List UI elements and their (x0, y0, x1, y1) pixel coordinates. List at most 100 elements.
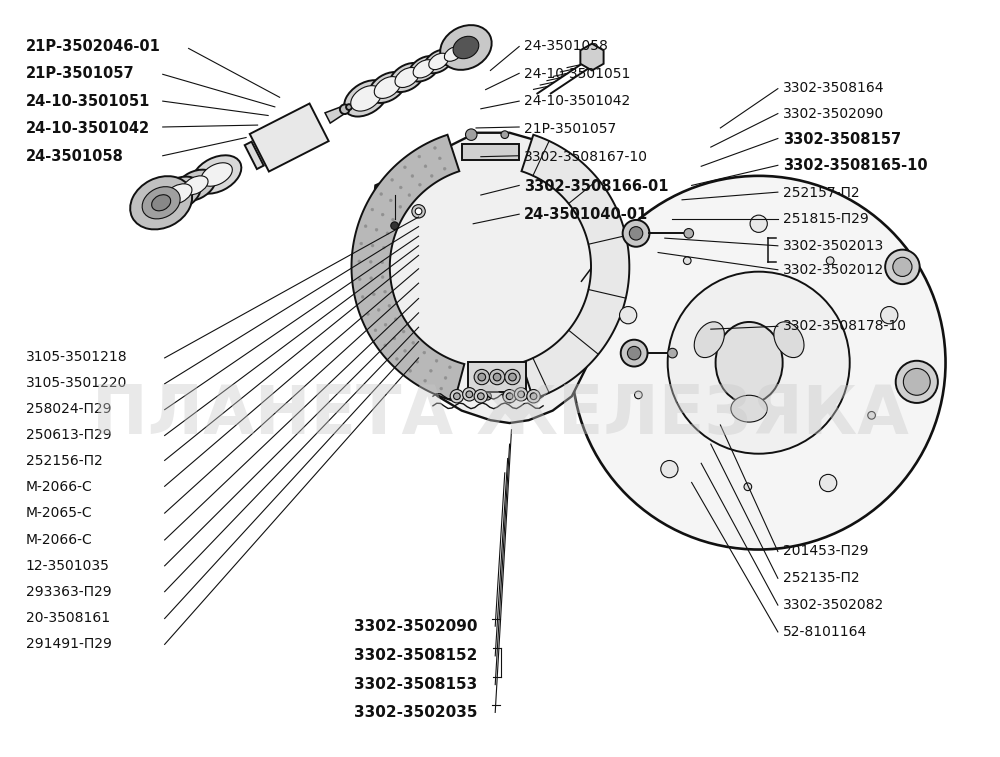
Circle shape (393, 337, 396, 340)
Text: 3302-3508157: 3302-3508157 (783, 132, 901, 147)
Circle shape (506, 393, 513, 400)
Ellipse shape (130, 176, 192, 229)
Circle shape (418, 155, 421, 158)
Circle shape (572, 176, 946, 550)
Circle shape (380, 192, 383, 195)
Circle shape (346, 104, 352, 110)
Circle shape (392, 218, 394, 221)
Circle shape (668, 348, 677, 358)
Circle shape (466, 391, 473, 397)
Circle shape (374, 329, 377, 332)
Text: 12-3501035: 12-3501035 (26, 559, 110, 572)
Circle shape (364, 225, 367, 228)
Text: 24-3501058: 24-3501058 (524, 39, 608, 53)
Polygon shape (580, 44, 604, 70)
Circle shape (418, 183, 421, 186)
Circle shape (527, 390, 540, 403)
Circle shape (391, 222, 398, 229)
Text: 3105-3501220: 3105-3501220 (26, 376, 127, 390)
Text: 3302-3508164: 3302-3508164 (783, 82, 884, 95)
Circle shape (903, 369, 930, 395)
Circle shape (684, 229, 694, 238)
Circle shape (434, 146, 436, 149)
Circle shape (443, 167, 446, 170)
Circle shape (820, 475, 837, 491)
Ellipse shape (152, 195, 171, 211)
Circle shape (509, 373, 516, 381)
Ellipse shape (183, 176, 208, 195)
Polygon shape (325, 107, 345, 123)
Text: 3302-3502090: 3302-3502090 (783, 107, 884, 121)
Circle shape (366, 313, 369, 316)
Circle shape (493, 373, 501, 381)
Ellipse shape (369, 72, 406, 103)
Circle shape (463, 388, 476, 401)
Circle shape (372, 293, 375, 296)
Ellipse shape (395, 67, 419, 88)
Ellipse shape (453, 36, 479, 59)
Circle shape (412, 204, 425, 218)
Circle shape (395, 357, 398, 360)
Polygon shape (371, 132, 601, 423)
Circle shape (360, 242, 363, 245)
Ellipse shape (694, 322, 724, 357)
Text: ПЛАНЕТА ЖЕЛЕЗЯКА: ПЛАНЕТА ЖЕЛЕЗЯКА (92, 382, 908, 448)
Polygon shape (250, 104, 329, 172)
Ellipse shape (156, 176, 201, 211)
Circle shape (412, 341, 415, 344)
Ellipse shape (424, 50, 453, 73)
Circle shape (388, 304, 391, 307)
Circle shape (386, 232, 389, 235)
Circle shape (381, 261, 384, 263)
Text: М-2066-С: М-2066-С (26, 532, 92, 547)
Polygon shape (245, 142, 264, 169)
Ellipse shape (774, 322, 804, 357)
Circle shape (403, 166, 406, 169)
Circle shape (399, 186, 402, 189)
Text: 252157-П2: 252157-П2 (783, 185, 859, 200)
Circle shape (423, 351, 426, 354)
Circle shape (358, 260, 361, 263)
Circle shape (409, 369, 412, 372)
Ellipse shape (175, 170, 216, 201)
Circle shape (370, 277, 373, 279)
Circle shape (621, 340, 648, 366)
Text: 293363-П29: 293363-П29 (26, 584, 111, 599)
Text: 3302-3508153: 3302-3508153 (354, 677, 478, 692)
Circle shape (384, 323, 387, 326)
Circle shape (389, 199, 392, 202)
Text: 21Р-3502046-01: 21Р-3502046-01 (26, 39, 161, 54)
Circle shape (430, 174, 433, 177)
Circle shape (518, 391, 524, 397)
Circle shape (478, 373, 486, 381)
Circle shape (382, 246, 385, 249)
Circle shape (454, 393, 460, 400)
Circle shape (424, 165, 427, 167)
Text: 3302-3508165-10: 3302-3508165-10 (783, 158, 927, 173)
Circle shape (661, 460, 678, 478)
Circle shape (668, 272, 850, 453)
Circle shape (503, 392, 511, 400)
Circle shape (384, 290, 386, 293)
Circle shape (352, 101, 358, 107)
Text: 3302-3508166-01: 3302-3508166-01 (524, 179, 668, 194)
Circle shape (371, 208, 374, 211)
Polygon shape (351, 135, 464, 401)
Text: 3302-3508178-10: 3302-3508178-10 (783, 319, 907, 333)
Text: 3302-3502082: 3302-3502082 (783, 598, 884, 612)
Circle shape (744, 483, 752, 491)
Circle shape (404, 350, 406, 352)
Circle shape (408, 194, 411, 197)
Circle shape (505, 369, 520, 385)
Polygon shape (522, 135, 629, 399)
Text: 258024-П29: 258024-П29 (26, 402, 111, 416)
Circle shape (868, 412, 875, 419)
Circle shape (377, 308, 380, 311)
Circle shape (623, 220, 649, 247)
Circle shape (429, 369, 432, 372)
Text: М-2066-С: М-2066-С (26, 480, 92, 494)
Text: 24-3501040-01: 24-3501040-01 (524, 207, 648, 222)
Circle shape (503, 390, 516, 403)
Ellipse shape (351, 86, 381, 111)
Circle shape (371, 245, 374, 247)
